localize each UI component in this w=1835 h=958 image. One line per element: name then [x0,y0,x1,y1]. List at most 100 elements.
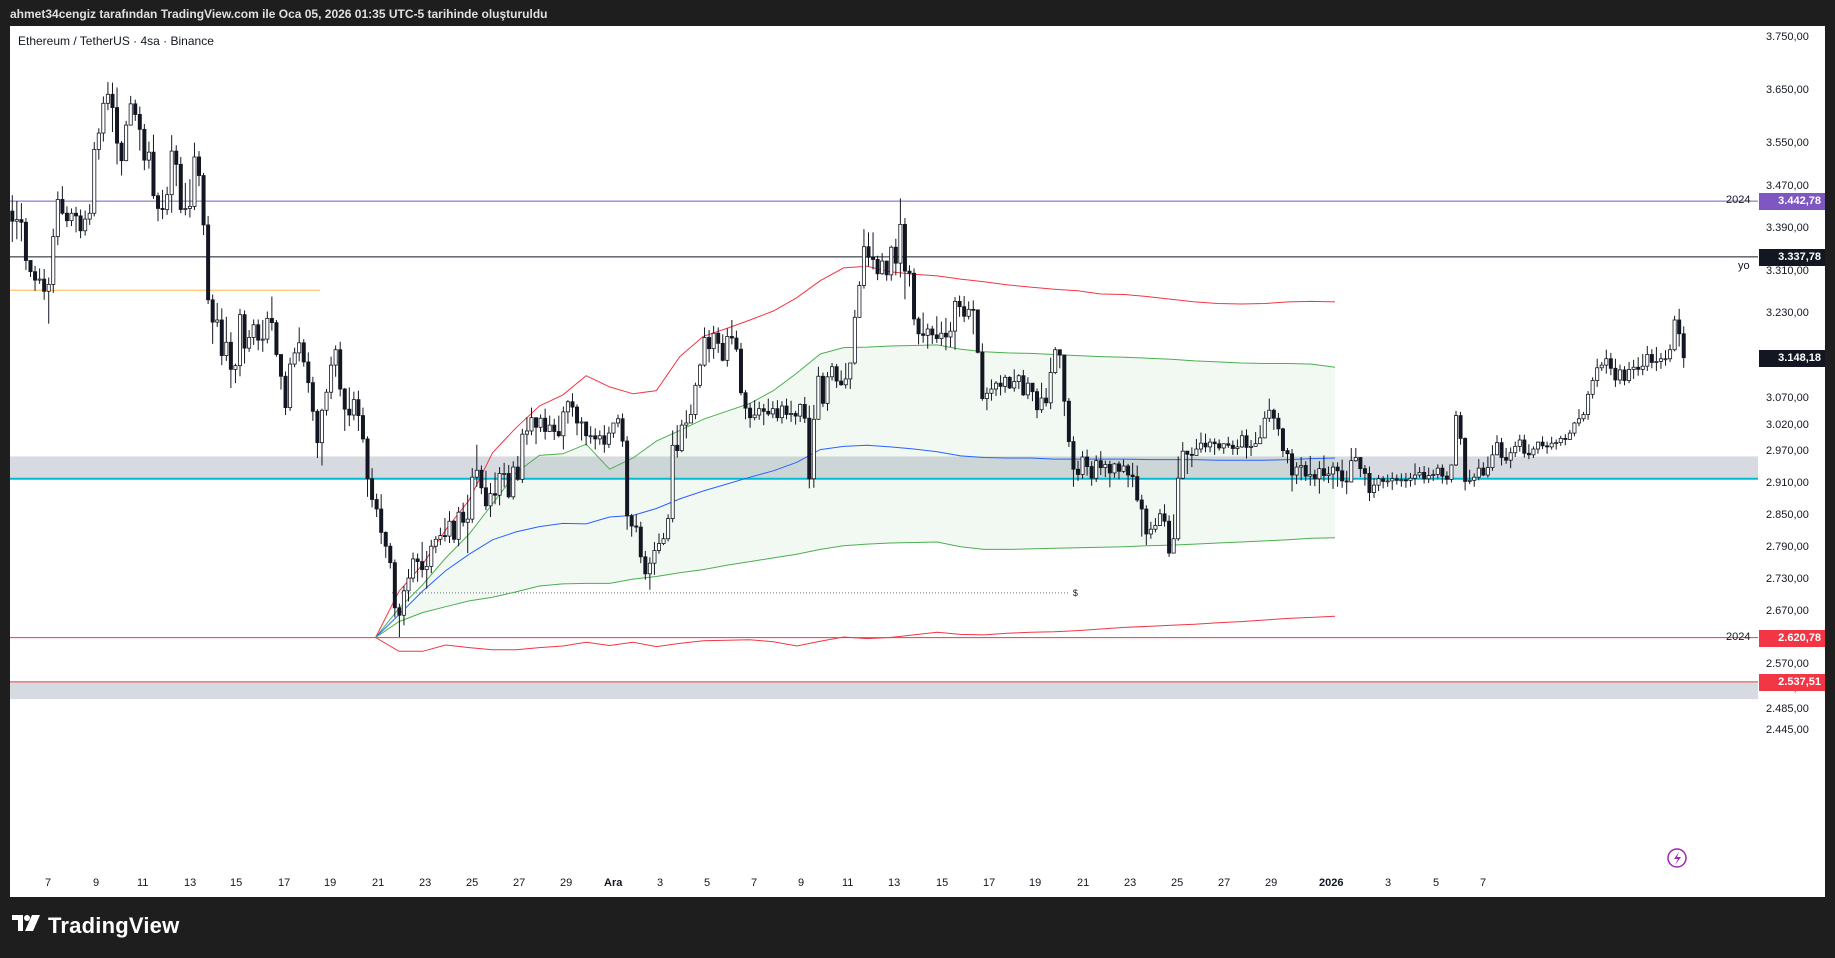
candle-body [1458,415,1463,439]
candle-body [1030,382,1035,393]
candle-body [543,417,548,432]
candle-body [515,466,520,480]
candle-body [1658,358,1663,362]
chart-panel[interactable]: $ Ethereum / TetherUS · 4sa · Binance 3.… [10,26,1825,897]
candle-body [770,408,775,415]
candle-body [912,272,917,320]
candle-body [720,342,725,361]
candle-body [647,562,652,575]
candle-body [725,336,730,361]
candle-body [839,380,844,386]
price-tag: 3.442,78 [1759,193,1825,211]
symbol-legend[interactable]: Ethereum / TetherUS · 4sa · Binance [18,34,214,48]
candle-body [142,128,147,161]
candle-body [857,285,862,318]
candle-body [511,466,516,498]
candle-body [493,493,498,496]
candle-body [1581,414,1586,420]
candle-body [1485,467,1490,476]
candle-body [1162,513,1167,522]
candle-body [1535,441,1540,450]
candle-body [1490,454,1495,469]
candle-body [1463,437,1468,482]
candle-body [1408,477,1413,481]
candle-body [852,316,857,364]
time-tick-label: 23 [1124,877,1137,889]
candle-body [1098,460,1103,469]
candle-body [288,363,293,409]
time-tick-label: 11 [842,877,854,889]
time-tick-label: 13 [184,877,197,889]
candle-body [301,342,306,363]
candle-body [1677,319,1682,335]
candle-body [779,405,784,419]
candle-body [497,473,502,496]
candle-body [657,543,661,551]
candle-body [365,438,370,480]
candle-body [1144,508,1149,535]
candle-body [1431,474,1436,476]
candle-body [210,299,215,323]
candle-body [274,322,279,355]
candle-body [319,409,324,444]
candle-body [1262,417,1267,439]
candle-body [889,246,894,276]
candle-body [96,132,101,150]
time-tick-label: 9 [798,877,805,889]
candle-body [438,535,443,540]
candle-body [160,208,165,210]
candle-body [875,259,880,275]
candle-body [370,478,375,500]
candle-body [943,332,948,338]
candle-body [347,408,352,416]
candle-body [165,194,170,210]
candle-body [1180,450,1185,479]
candle-body [19,219,24,223]
candle-body [925,328,930,336]
candle-body [1203,442,1208,448]
candle-body [1586,393,1591,415]
candle-body [1385,480,1390,483]
candle-body [1185,450,1190,455]
candle-body [830,366,835,378]
candle-body [206,224,211,301]
time-tick-label: 21 [372,877,385,889]
band-fill [375,344,1336,638]
candle-body [183,208,188,210]
candle-body [128,103,133,126]
candle-body [388,545,393,564]
candle-body [921,333,926,336]
candle-body [552,424,557,432]
candle-body [233,365,238,370]
candle-body [1226,443,1231,446]
candle-body [1167,520,1172,554]
price-tick-label: 3.230,00 [1766,307,1809,320]
candle-body [461,511,466,523]
brand-name: TradingView [48,913,180,938]
candle-body [1130,474,1135,478]
candle-body [620,418,625,442]
candle-body [861,246,866,286]
candle-body [1617,369,1622,381]
candle-body [684,422,689,426]
top-bar: ahmet34cengiz tarafından TradingView.com… [0,0,1835,26]
candle-body [101,102,106,134]
candle-body [1444,475,1449,480]
tradingview-logo[interactable]: TradingView [12,913,179,939]
candle-body [1326,473,1331,476]
candle-body [1299,465,1304,468]
price-plot[interactable]: $ [10,26,1758,895]
candle-body [616,418,620,424]
candle-body [679,424,684,452]
candle-body [1640,365,1645,370]
candle-body [124,124,129,162]
price-axis[interactable]: 3.750,00 3.650,00 3.550,00 3.470,00 3.390,00… [1758,26,1825,895]
candle-body [1340,470,1345,482]
candle-body [1189,453,1194,456]
candle-body [784,405,789,415]
candle-body [1604,358,1609,366]
candle-body [939,332,944,339]
candle-body [46,283,51,292]
candle-body [411,558,416,579]
candle-body [1472,476,1477,481]
